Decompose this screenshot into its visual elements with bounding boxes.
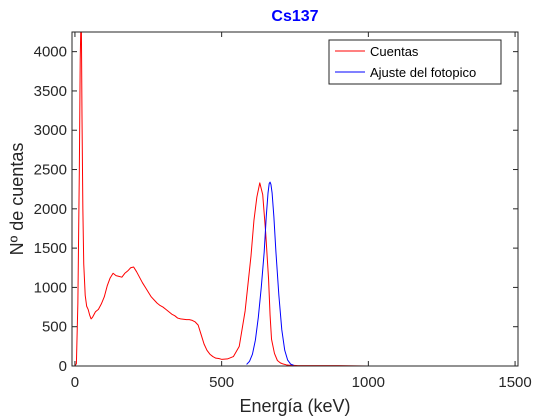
y-tick-label: 500 bbox=[42, 319, 67, 336]
legend-label-ajuste: Ajuste del fotopico bbox=[370, 65, 476, 80]
legend: Cuentas Ajuste del fotopico bbox=[328, 39, 502, 85]
y-tick-label: 2500 bbox=[34, 162, 67, 179]
y-tick-label: 3000 bbox=[34, 122, 67, 139]
y-tick-label: 3500 bbox=[34, 83, 67, 100]
axes-layer: 0 500 1000 1500 0 500 1000 1500 2000 2500 3000 3500… bbox=[34, 31, 532, 391]
legend-box bbox=[328, 39, 502, 85]
plot-background bbox=[72, 32, 518, 366]
series-line-cuentas bbox=[74, 32, 516, 366]
x-tick-label: 1500 bbox=[498, 374, 531, 391]
y-tick-label: 1000 bbox=[34, 279, 67, 296]
axes-box bbox=[71, 31, 519, 367]
y-tick-label: 1500 bbox=[34, 240, 67, 257]
x-tick-label: 1000 bbox=[352, 374, 385, 391]
series-layer bbox=[74, 32, 516, 366]
y-tick-label: 2000 bbox=[34, 201, 67, 218]
x-axis-label: Energía (keV) bbox=[239, 396, 350, 416]
x-tick-label: 500 bbox=[209, 374, 234, 391]
legend-label-cuentas: Cuentas bbox=[370, 44, 419, 59]
y-axis-label: Nº de cuentas bbox=[7, 143, 27, 256]
plot-area bbox=[72, 32, 518, 366]
chart-title: Cs137 bbox=[271, 8, 318, 25]
series-line-ajuste bbox=[246, 181, 294, 366]
y-tick-label: 4000 bbox=[34, 44, 67, 61]
x-tick-label: 0 bbox=[71, 374, 79, 391]
y-tick-label: 0 bbox=[59, 358, 67, 375]
